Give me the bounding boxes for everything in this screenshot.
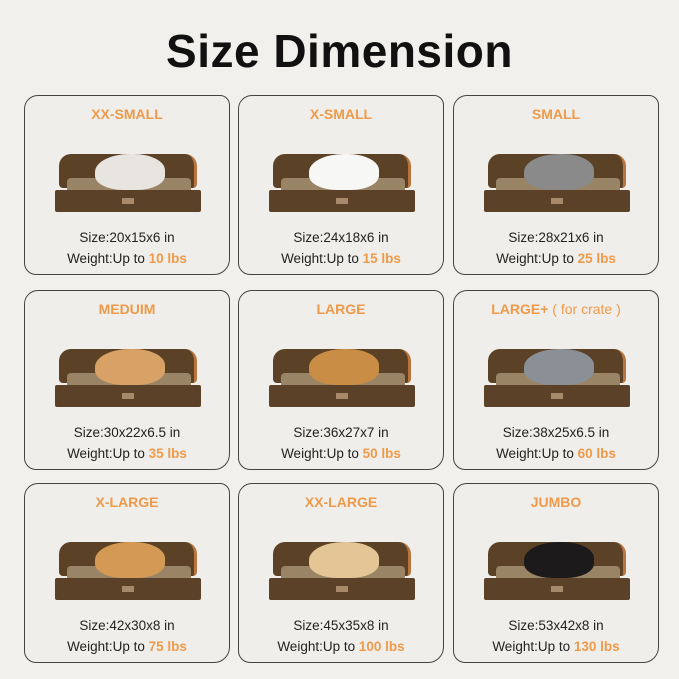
pet-image xyxy=(524,542,594,578)
size-text: Size:42x30x8 in xyxy=(79,618,175,633)
dog-bed-image xyxy=(484,148,630,214)
size-text: Size:28x21x6 in xyxy=(508,230,604,245)
size-card: LARGE+ ( for crate ) Size:38x25x6.5 in W… xyxy=(453,290,659,470)
size-text: Size:38x25x6.5 in xyxy=(502,425,610,440)
dog-bed-image xyxy=(55,536,201,602)
dog-bed-image xyxy=(269,536,415,602)
size-card: JUMBO Size:53x42x8 in Weight:Up to 130 l… xyxy=(453,483,659,663)
size-text: Size:53x42x8 in xyxy=(508,618,604,633)
pet-image xyxy=(309,154,379,190)
dog-bed-image xyxy=(55,343,201,409)
pet-image xyxy=(95,154,165,190)
size-name: LARGE+ ( for crate ) xyxy=(491,301,621,317)
dog-bed-image xyxy=(484,343,630,409)
size-card: XX-LARGE Size:45x35x8 in Weight:Up to 10… xyxy=(238,483,444,663)
size-text: Size:45x35x8 in xyxy=(293,618,389,633)
pet-image xyxy=(524,349,594,385)
size-card: MEDUIM Size:30x22x6.5 in Weight:Up to 35… xyxy=(24,290,230,470)
weight-text: Weight:Up to 130 lbs xyxy=(492,639,620,654)
size-text: Size:36x27x7 in xyxy=(293,425,389,440)
size-name: LARGE xyxy=(316,301,366,317)
size-name: XX-LARGE xyxy=(304,494,378,510)
weight-text: Weight:Up to 50 lbs xyxy=(281,446,401,461)
size-card: LARGE Size:36x27x7 in Weight:Up to 50 lb… xyxy=(238,290,444,470)
pet-image xyxy=(95,542,165,578)
pet-image xyxy=(95,349,165,385)
weight-text: Weight:Up to 75 lbs xyxy=(67,639,187,654)
dog-bed-image xyxy=(269,343,415,409)
size-name: X-LARGE xyxy=(95,494,159,510)
pet-image xyxy=(309,349,379,385)
size-text: Size:20x15x6 in xyxy=(79,230,175,245)
weight-text: Weight:Up to 10 lbs xyxy=(67,251,187,266)
size-card: SMALL Size:28x21x6 in Weight:Up to 25 lb… xyxy=(453,95,659,275)
pet-image xyxy=(524,154,594,190)
size-name: JUMBO xyxy=(530,494,582,510)
size-card: XX-SMALL Size:20x15x6 in Weight:Up to 10… xyxy=(24,95,230,275)
dog-bed-image xyxy=(484,536,630,602)
size-card: X-LARGE Size:42x30x8 in Weight:Up to 75 … xyxy=(24,483,230,663)
weight-text: Weight:Up to 15 lbs xyxy=(281,251,401,266)
size-text: Size:30x22x6.5 in xyxy=(73,425,181,440)
weight-text: Weight:Up to 35 lbs xyxy=(67,446,187,461)
size-name: MEDUIM xyxy=(98,301,156,317)
page-title: Size Dimension xyxy=(166,25,513,77)
size-name: SMALL xyxy=(531,106,581,122)
pet-image xyxy=(309,542,379,578)
size-name: XX-SMALL xyxy=(91,106,163,122)
weight-text: Weight:Up to 60 lbs xyxy=(496,446,616,461)
size-text: Size:24x18x6 in xyxy=(293,230,389,245)
dog-bed-image xyxy=(55,148,201,214)
weight-text: Weight:Up to 100 lbs xyxy=(277,639,405,654)
dog-bed-image xyxy=(269,148,415,214)
weight-text: Weight:Up to 25 lbs xyxy=(496,251,616,266)
size-name: X-SMALL xyxy=(309,106,373,122)
size-card: X-SMALL Size:24x18x6 in Weight:Up to 15 … xyxy=(238,95,444,275)
